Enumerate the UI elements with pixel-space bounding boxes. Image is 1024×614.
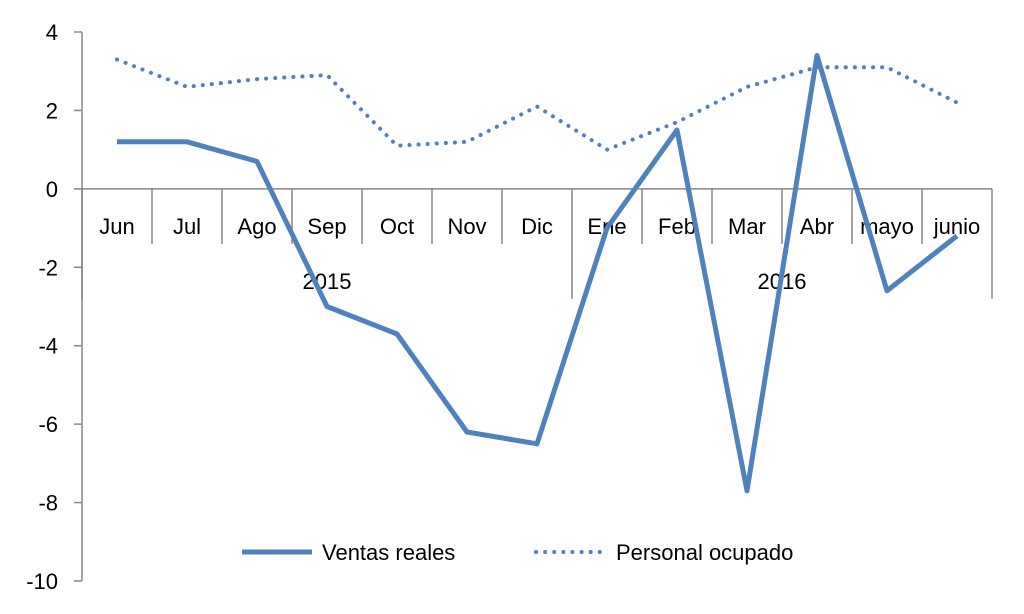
data-point [885,65,889,69]
data-point [745,489,749,493]
y-tick-label: -6 [38,412,58,437]
category-label: Jul [173,214,201,239]
y-axis-ticks: -10 -8 -6 -4 -2 0 2 4 [26,20,82,594]
series-line-personal-ocupado [115,57,959,152]
category-label: Jun [99,214,134,239]
data-point [325,73,329,77]
data-point [815,65,819,69]
category-label: Dic [521,214,553,239]
data-point [255,159,259,163]
y-tick-label: 0 [46,177,58,202]
data-point [955,101,959,105]
data-point [395,144,399,148]
category-label: junio [933,214,980,239]
x-axis-categories: JunJulAgoSepOctNovDicEneFebMarAbrmayojun… [81,188,993,299]
series-line-ventas-reales [117,53,959,494]
data-point [185,140,189,144]
data-point [325,305,329,309]
legend: Ventas reales Personal ocupado [242,540,793,565]
y-tick-label: 4 [46,20,58,45]
data-point [465,430,469,434]
data-point [535,442,539,446]
data-point [255,77,259,81]
axes [81,32,992,581]
data-point [605,148,609,152]
category-label: Feb [658,214,696,239]
category-label: Sep [307,214,346,239]
category-label: Ago [237,214,276,239]
data-point [115,57,119,61]
data-point [185,85,189,89]
data-point [675,128,679,132]
category-label: Abr [800,214,834,239]
data-point [815,54,819,58]
category-label: Oct [380,214,414,239]
category-label: Nov [447,214,486,239]
data-point [885,289,889,293]
data-point [115,140,119,144]
data-point [605,226,609,230]
y-tick-label: -4 [38,334,58,359]
series-layer [115,53,959,494]
data-point [395,332,399,336]
legend-label: Ventas reales [322,540,455,565]
data-point [955,234,959,238]
legend-label: Personal ocupado [616,540,793,565]
y-tick-label: -8 [38,491,58,516]
category-label: Mar [728,214,766,239]
data-point [745,85,749,89]
data-point [675,120,679,124]
y-tick-label: -10 [26,569,58,594]
y-tick-label: -2 [38,255,58,280]
data-point [535,105,539,109]
data-point [465,140,469,144]
y-tick-label: 2 [46,98,58,123]
